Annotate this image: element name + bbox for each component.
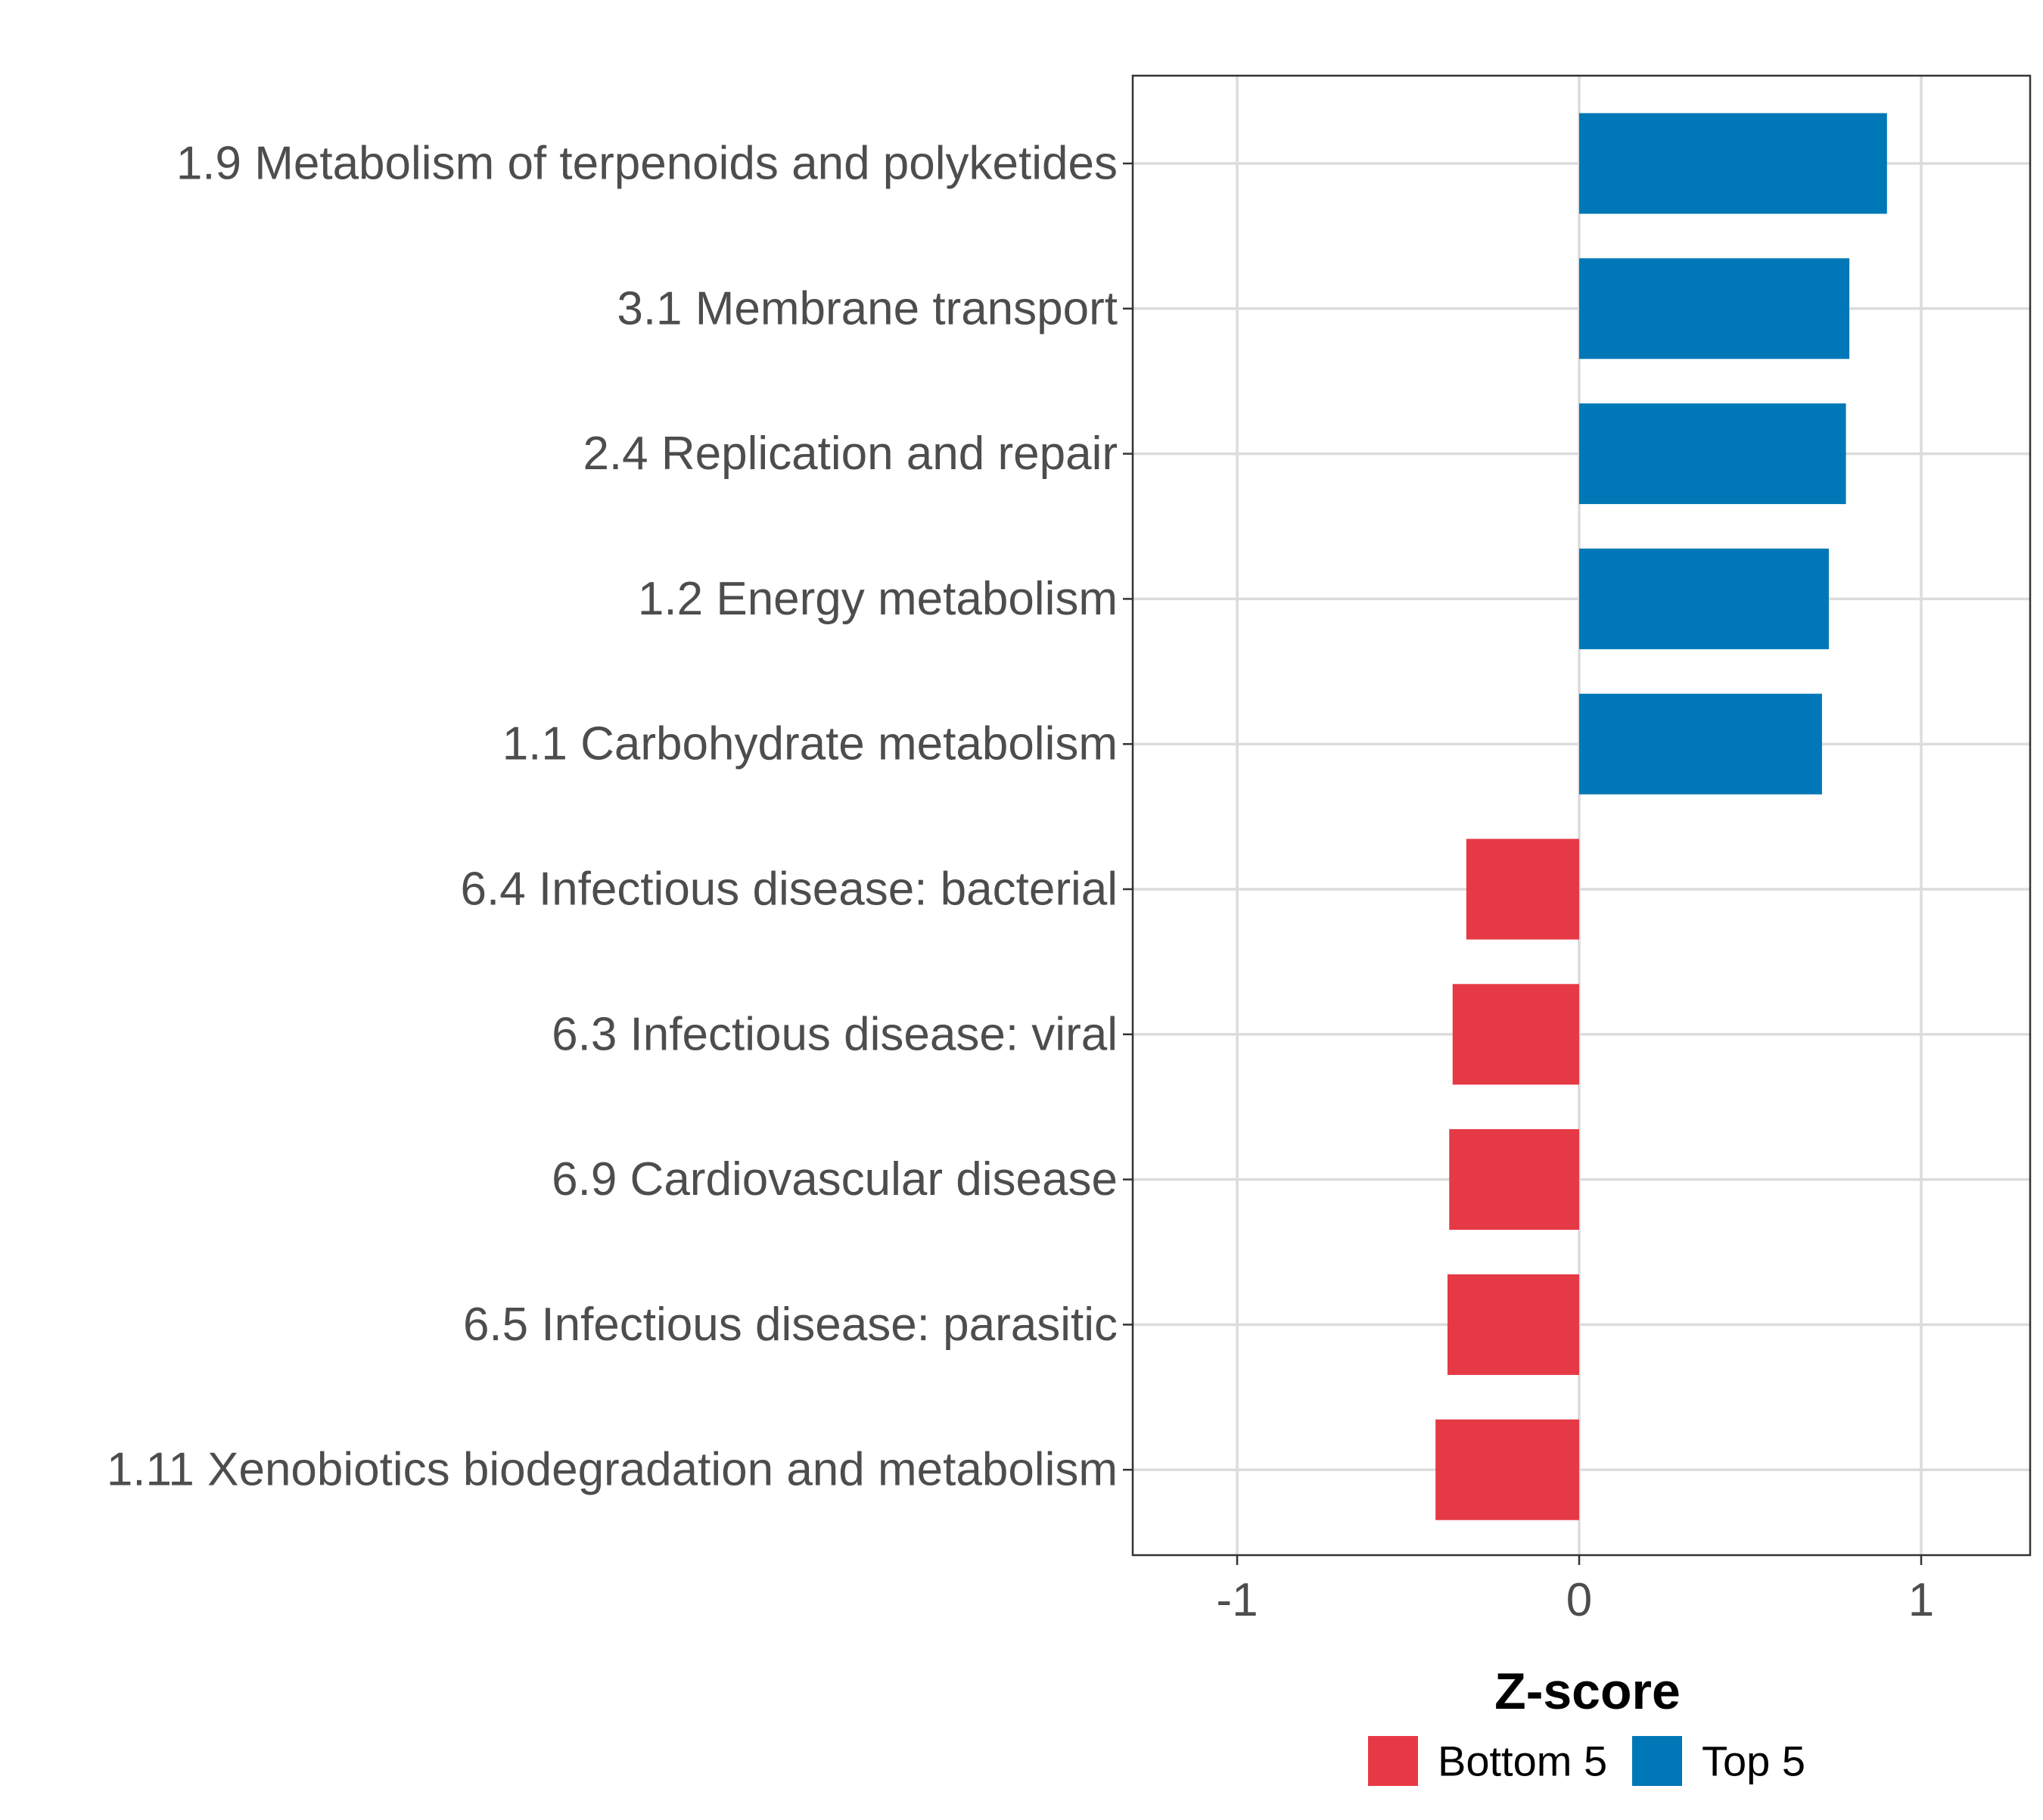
legend-swatch (1632, 1736, 1682, 1786)
y-tick-label: 1.9 Metabolism of terpenoids and polyket… (176, 138, 1118, 190)
bar-layer (1435, 113, 1887, 1520)
bar (1579, 548, 1829, 649)
y-tick-label: 3.1 Membrane transport (617, 282, 1118, 334)
panel-border (1131, 74, 2032, 1557)
y-tick-label: 1.1 Carbohydrate metabolism (502, 718, 1118, 770)
legend: Bottom 5 Top 5 (1368, 1736, 1805, 1786)
x-tick-label: 1 (1908, 1574, 1934, 1626)
legend-label: Bottom 5 (1438, 1738, 1607, 1785)
y-tick-label: 1.2 Energy metabolism (638, 573, 1118, 625)
bar (1466, 838, 1579, 940)
y-tick-label: 6.5 Infectious disease: parasitic (463, 1299, 1118, 1351)
y-tick-label: 6.4 Infectious disease: bacterial (460, 863, 1118, 916)
x-tick-label: 0 (1566, 1574, 1592, 1626)
bar (1579, 403, 1846, 505)
bar (1579, 113, 1887, 214)
bar (1435, 1419, 1579, 1520)
x-tick-label: -1 (1216, 1574, 1258, 1626)
bar (1579, 693, 1822, 795)
bar (1447, 1274, 1579, 1375)
y-tick-label: 6.3 Infectious disease: viral (552, 1008, 1118, 1060)
x-axis-title: Z-score (1494, 1663, 1681, 1720)
y-tick-label: 2.4 Replication and repair (583, 428, 1118, 480)
bar (1579, 258, 1850, 359)
y-axis: 1.9 Metabolism of terpenoids and polyket… (107, 138, 1133, 1496)
y-tick-label: 1.11 Xenobiotics biodegradation and meta… (107, 1444, 1118, 1496)
y-tick-label: 6.9 Cardiovascular disease (552, 1153, 1118, 1206)
x-axis: -1 0 1 (1216, 1555, 1934, 1626)
bar (1452, 984, 1579, 1085)
legend-label: Top 5 (1702, 1738, 1805, 1785)
bar (1449, 1129, 1579, 1230)
legend-swatch (1368, 1736, 1418, 1786)
